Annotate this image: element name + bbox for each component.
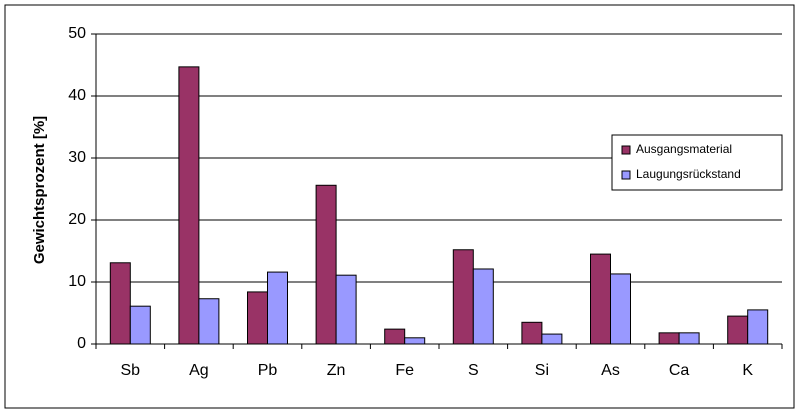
bar: [590, 253, 611, 345]
legend-swatch: [621, 170, 631, 180]
bar: [315, 184, 337, 345]
bar: [384, 328, 406, 345]
bar: [129, 305, 151, 345]
bar: [247, 291, 268, 345]
x-tick-label: Ag: [189, 362, 209, 379]
legend-label: Ausgangsmaterial: [636, 142, 732, 156]
legend-box: [611, 134, 783, 191]
y-axis-label: Gewichtsprozent [%]: [31, 116, 48, 264]
bar: [541, 333, 563, 345]
bar: [727, 315, 749, 345]
bar: [198, 298, 220, 345]
x-tick-label: Ca: [669, 362, 690, 379]
x-tick-label: Pb: [258, 362, 278, 379]
legend-swatch: [621, 145, 631, 155]
y-tick-label: 30: [68, 149, 86, 166]
bar: [109, 262, 131, 345]
bar: [267, 271, 288, 345]
x-tick-label: Si: [535, 362, 549, 379]
bar: [335, 274, 357, 345]
y-tick-label: 50: [68, 25, 86, 42]
x-tick-label: Zn: [327, 362, 346, 379]
legend-label: Laugungsrückstand: [636, 167, 741, 181]
y-tick-label: 20: [68, 211, 86, 228]
bar: [747, 309, 769, 345]
bar: [610, 273, 631, 345]
bar: [404, 337, 426, 345]
bar: [178, 66, 200, 345]
x-tick-label: S: [468, 362, 479, 379]
chart-frame: [4, 4, 795, 409]
y-tick-label: 40: [68, 87, 86, 104]
x-tick-label: Sb: [121, 362, 141, 379]
x-tick-label: K: [742, 362, 753, 379]
y-tick-label: 0: [77, 335, 86, 352]
x-tick-label: Fe: [395, 362, 414, 379]
bar: [452, 249, 474, 345]
bar: [521, 321, 543, 345]
y-tick-label: 10: [68, 273, 86, 290]
bar: [678, 332, 700, 345]
x-tick-label: As: [601, 362, 620, 379]
bar: [658, 332, 680, 345]
bar: [472, 268, 494, 345]
